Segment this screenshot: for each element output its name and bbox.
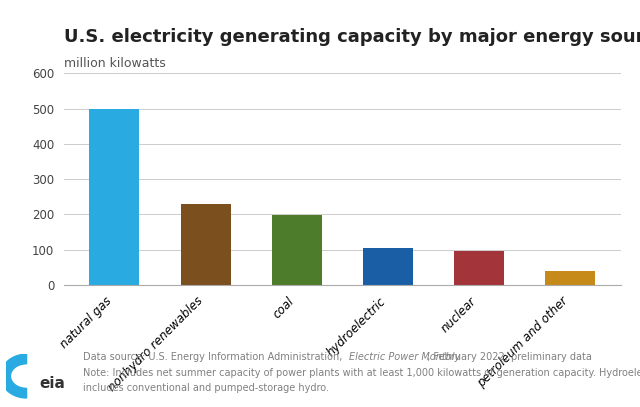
Text: eia: eia: [40, 376, 66, 391]
Text: U.S. electricity generating capacity by major energy source, 2022: U.S. electricity generating capacity by …: [64, 28, 640, 46]
Text: Electric Power Monthly: Electric Power Monthly: [349, 352, 460, 362]
Text: million kilowatts: million kilowatts: [64, 57, 166, 70]
Text: , February 2022, preliminary data: , February 2022, preliminary data: [424, 352, 592, 362]
Text: includes conventional and pumped-storage hydro.: includes conventional and pumped-storage…: [83, 383, 329, 393]
Bar: [545, 271, 595, 285]
Bar: [363, 248, 413, 285]
Bar: [90, 109, 140, 285]
Polygon shape: [1, 354, 26, 398]
Bar: [180, 204, 230, 285]
Bar: [272, 215, 322, 285]
Bar: [454, 252, 504, 285]
Text: Data source: U.S. Energy Information Administration,: Data source: U.S. Energy Information Adm…: [83, 352, 346, 362]
Text: Note: Includes net summer capacity of power plants with at least 1,000 kilowatts: Note: Includes net summer capacity of po…: [83, 368, 640, 379]
